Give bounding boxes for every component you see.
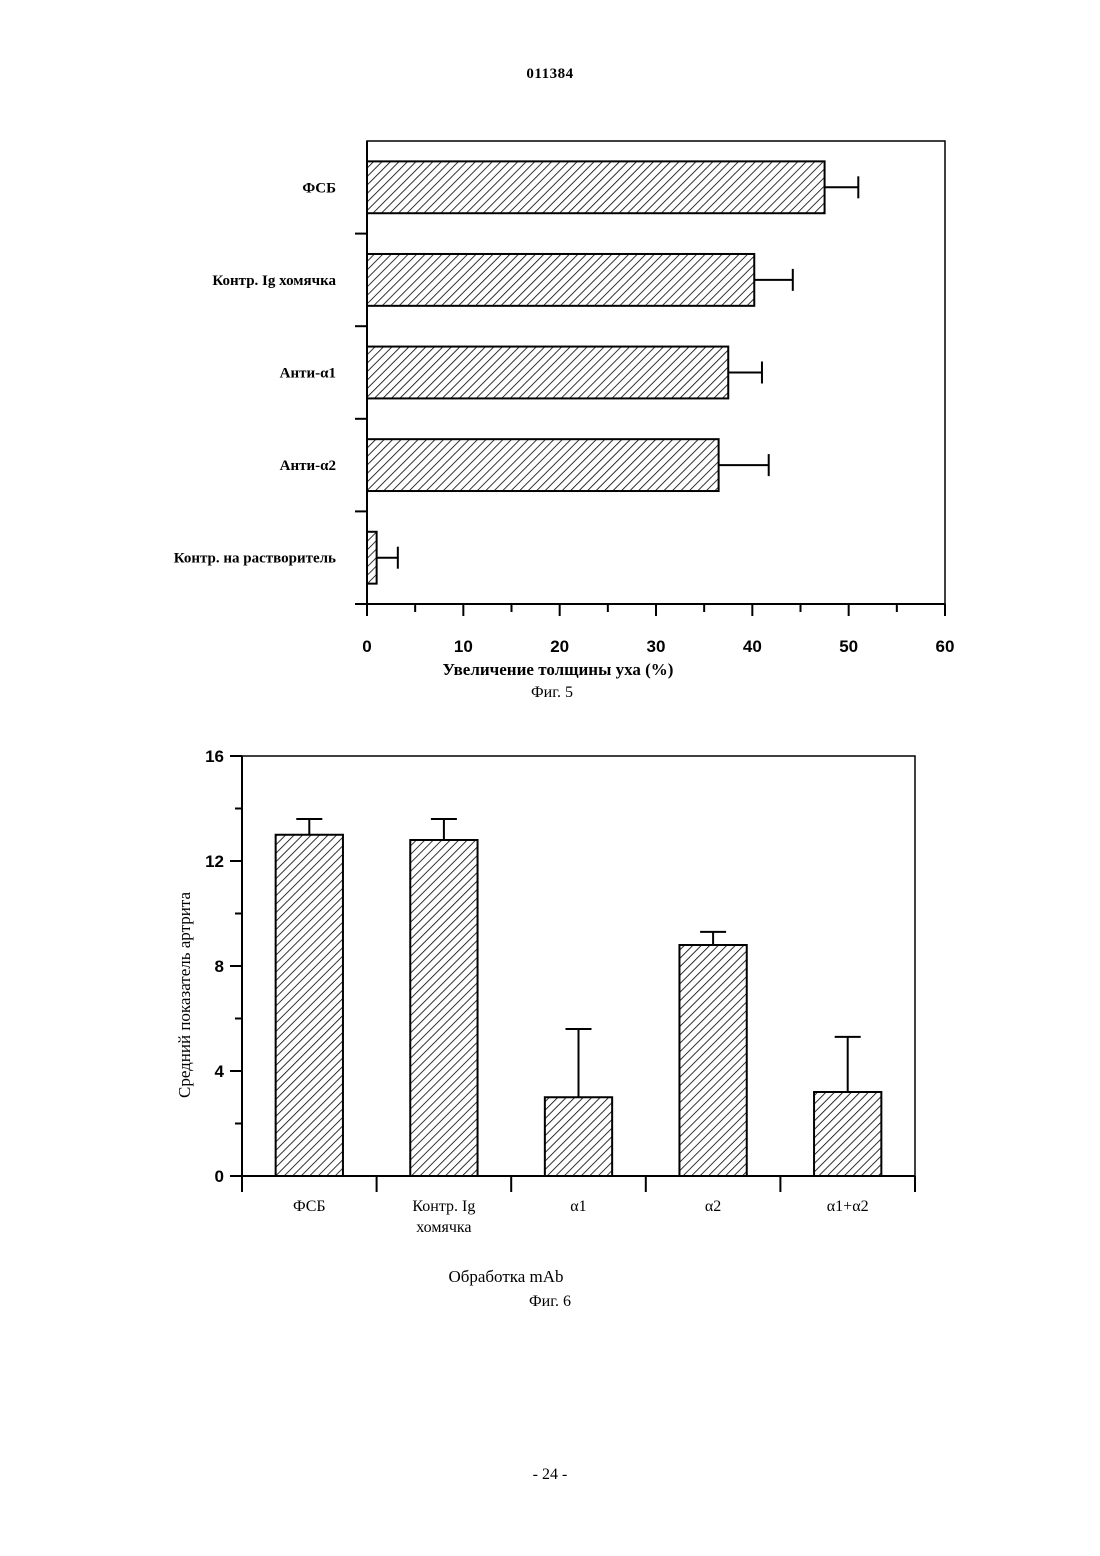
fig6-y-tick-label: 8 <box>215 957 224 976</box>
fig5-bar <box>367 439 719 491</box>
fig6-bar <box>679 945 746 1176</box>
fig5-x-tick-label: 40 <box>743 637 762 656</box>
fig5-category-label: Контр. на растворитель <box>174 551 336 567</box>
fig6-category-label: Контр. Igхомячка <box>412 1198 475 1236</box>
figure-6-chart: 0 4 8 12 16 ФСБ Контр. Igхомячка α1 α2 α1+α2 Сред… <box>175 747 915 1310</box>
fig5-x-tick-label: 30 <box>647 637 666 656</box>
fig5-x-tick-label: 50 <box>839 637 858 656</box>
fig6-category-label: α1+α2 <box>827 1198 869 1215</box>
figure-5-chart: ФСБ Контр. Ig хомячка Анти-α1 Анти-α2 Контр.… <box>174 141 955 701</box>
fig6-category-label: ФСБ <box>293 1198 326 1215</box>
fig6-y-axis-label: Средний показатель артрита <box>175 892 194 1098</box>
fig6-y-tick-label: 0 <box>215 1167 224 1186</box>
fig5-bar <box>367 254 754 306</box>
fig6-x-axis-label: Обработка mAb <box>448 1267 563 1286</box>
fig6-caption: Фиг. 6 <box>529 1293 571 1310</box>
fig5-bar <box>367 161 825 213</box>
fig6-bar <box>410 840 477 1176</box>
fig5-category-label: Контр. Ig хомячка <box>212 273 336 289</box>
fig5-x-tick-label: 10 <box>454 637 473 656</box>
fig5-x-tick-label: 0 <box>362 637 371 656</box>
fig5-category-label: ФСБ <box>302 180 336 196</box>
fig5-x-tick-label: 20 <box>550 637 569 656</box>
fig5-caption: Фиг. 5 <box>531 684 573 701</box>
fig6-y-tick-label: 4 <box>215 1062 225 1081</box>
fig5-category-label: Анти-α1 <box>280 366 336 382</box>
fig6-y-tick-label: 16 <box>205 747 224 766</box>
fig6-category-label: α2 <box>705 1198 721 1215</box>
fig6-y-tick-label: 12 <box>205 852 224 871</box>
fig6-bar <box>545 1097 612 1176</box>
fig5-bar <box>367 347 728 399</box>
fig5-x-tick-label: 60 <box>936 637 955 656</box>
fig5-bar <box>367 532 377 584</box>
fig6-category-label: α1 <box>570 1198 586 1215</box>
fig6-bar <box>276 835 343 1176</box>
fig5-category-label: Анти-α2 <box>280 458 336 474</box>
page-footer-number: - 24 - <box>0 1466 1100 1484</box>
fig6-bar <box>814 1092 881 1176</box>
fig5-x-axis-label: Увеличение толщины уха (%) <box>443 660 674 679</box>
